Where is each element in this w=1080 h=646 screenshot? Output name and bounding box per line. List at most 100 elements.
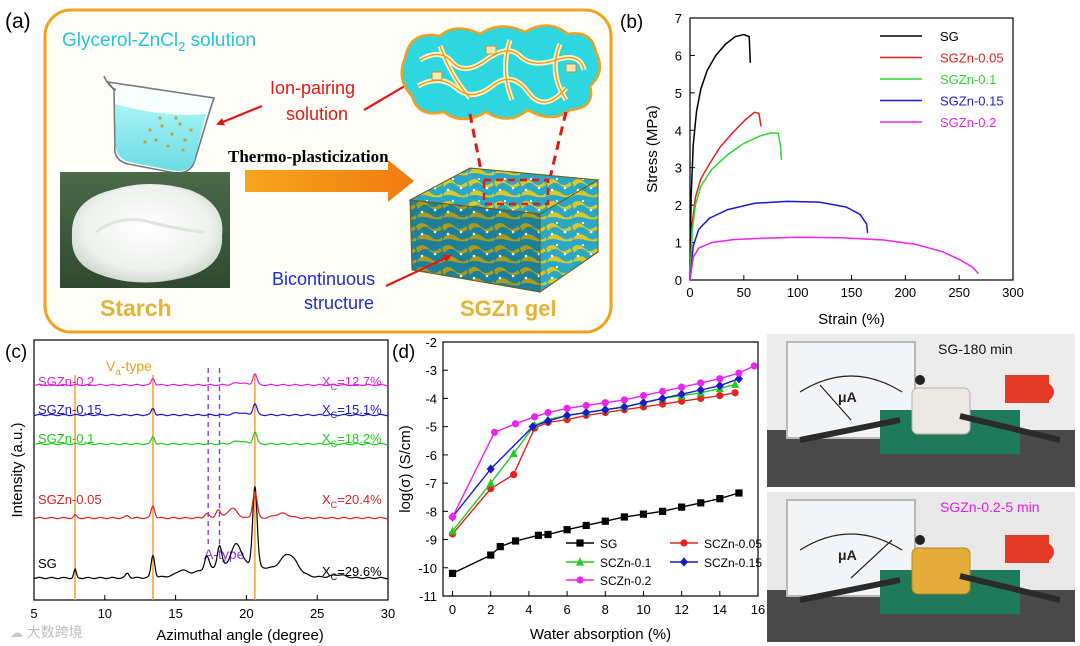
chart-d-legend-label: SCZn-0.15 [704,556,762,570]
chart-c-xtick-label: 5 [30,606,37,621]
chart-d-point [750,362,758,370]
chart-b-xtick-label: 100 [787,285,809,300]
sg-sample [911,387,971,435]
process-arrow [245,160,414,202]
chart-d-point [448,569,457,578]
panel-c-label: (c) [5,342,27,363]
chart-d-point [620,513,628,521]
chart-c-series-line [33,372,388,387]
chart-d-xtick-label: 6 [563,602,570,617]
chart-d-point [576,539,584,547]
chart-d-series-line [451,383,736,532]
chart-d-point [731,389,739,397]
chart-d-point [735,489,743,497]
chart-b-xtick-label: 200 [894,285,916,300]
chart-c-crystallinity-label: XC=18.2% [322,431,382,449]
chart-d-ytick-label: -2 [425,335,437,350]
photo-panel-top: μA SG-180 min [767,334,1075,487]
chart-d-xtick-label: 4 [525,602,532,617]
chart-b-series-line [689,33,752,281]
chart-c-series-line [33,486,389,580]
chart-d-point [496,543,504,551]
chart-d-point [735,369,743,377]
chart-d-point [582,401,590,410]
chart-d-point [639,392,648,400]
chart-b-xlabel: Strain (%) [818,311,885,328]
conductivity-chart: 0 2 4 6 8 10 12 14 16 -11 -10 -9 -8 -7 -6 -5 -4 -3 -2 Water… [397,335,765,643]
chart-d-ytick-label: -7 [425,476,437,491]
chart-d-point [716,392,724,400]
chart-d-point [730,379,740,388]
gel-label: SGZn gel [460,296,557,321]
solution-title: Glycerol-ZnCl2 solution [62,30,256,54]
chart-d-point [639,398,648,408]
chart-d-point [544,530,552,539]
photo-top-caption: SG-180 min [938,341,1013,357]
chart-c-xc-sub: C [331,439,338,449]
chart-d-ylabel: log(σ) (S/cm) [397,425,414,513]
structure-label-1: Bicontinuous [272,269,375,289]
chart-d-series-line [451,392,736,535]
chart-c-va-label-sub: a [115,367,121,378]
chart-d-point [658,393,667,404]
chart-c-xtick-label: 20 [239,606,253,621]
chart-c-va-label-tail: -type [121,358,152,374]
chart-d-legend-label: SCZn-0.05 [704,537,762,551]
chart-d-point [716,375,724,383]
chart-d-point [543,416,553,426]
chart-c-crystallinity-label: XC=29.6% [322,564,382,582]
chart-d-point [486,464,495,474]
chart-b-ytick-label: 2 [675,198,682,213]
chart-c-frame [33,339,389,601]
chart-d-legend-label: SG [600,537,617,551]
zoom-line-right [546,111,568,187]
chart-d-point [658,507,667,515]
chart-d-point [448,513,457,521]
chart-d-point [678,383,686,391]
chart-c-ylabel: Intensity (a.u.) [9,422,26,517]
chart-d-point [576,576,584,584]
chart-b-ytick-label: 7 [675,11,682,26]
chart-c-a-label: A-type [204,546,245,562]
chart-d-point [620,396,628,404]
chart-d-point [696,385,705,395]
xrd-chart: 5 10 15 20 25 30 Azimuthal angle (degree) Inten… [9,339,395,644]
panel-d-label: (d) [392,342,415,363]
gel-cube-illustration [408,167,600,293]
structure-label-2: structure [304,293,374,313]
chart-c-xc-main: X [322,431,331,446]
chart-b-series-line [689,111,762,281]
chart-d-point [734,374,744,384]
chart-d-point [544,408,552,417]
chart-d-point [639,510,648,518]
chart-c-xc-main: X [322,402,331,417]
chart-d-ytick-label: -3 [425,363,437,378]
chart-b-series-line [689,200,869,281]
chart-d-point [601,399,609,407]
chart-b-legend-label: SGZn-0.15 [940,94,1004,109]
panel-a-label: (a) [5,10,31,33]
chart-c-series-label: SGZn-0.05 [38,492,102,507]
chart-c-xtick-label: 10 [98,606,112,621]
chart-d-point [534,531,543,539]
chart-c-series-line [33,402,388,417]
chart-c-xc-value: =12.7% [337,374,382,389]
chart-d-point [658,400,667,408]
chart-d-point [487,485,495,493]
chart-d-point [563,404,571,412]
chart-d-ytick-label: -4 [425,391,437,406]
chart-d-point [511,420,520,428]
chart-d-point [601,517,609,525]
chart-c-xc-main: X [322,492,331,507]
photo-bottom-caption: SGZn-0.2-5 min [940,499,1040,515]
stress-strain-chart: 0 50 100 150 200 250 300 0 1 2 3 4 5 6 7 Strain (%) Stre… [644,11,1024,328]
chart-b-ylabel: Stress (MPa) [644,105,661,193]
chart-c-xtick-label: 15 [168,606,182,621]
chart-c-crystallinity-label: XC=15.1% [322,402,382,420]
chart-c-xc-value: =29.6% [337,564,382,579]
chart-d-point [658,387,667,395]
chart-c-xc-value: =15.1% [337,402,382,417]
photo-panel-bottom: μA SGZn-0.2-5 min [767,492,1075,642]
